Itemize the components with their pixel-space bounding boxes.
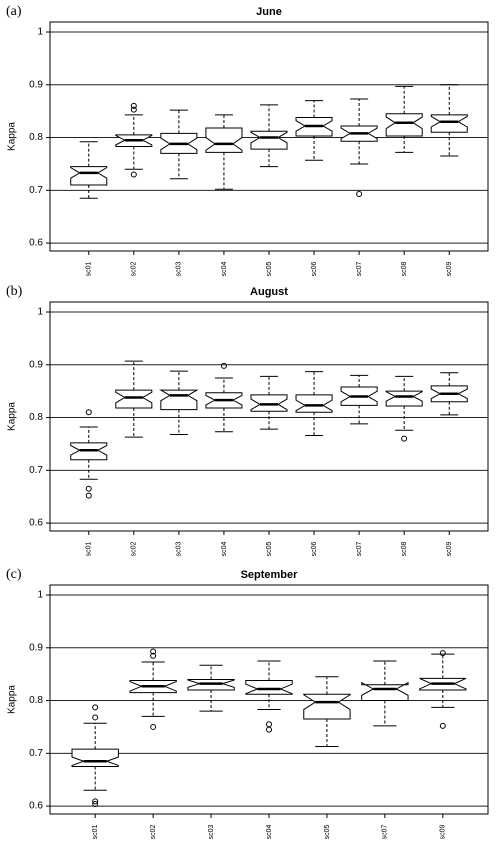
- x-tick-label: sc03: [176, 262, 183, 277]
- chart-title: June: [256, 6, 282, 18]
- x-tick-label: sc08: [401, 262, 408, 277]
- panel-label: (c): [6, 567, 22, 582]
- panel-label: (a): [6, 4, 22, 19]
- y-tick-label: 0.7: [29, 185, 43, 196]
- outlier: [130, 102, 137, 109]
- outlier: [439, 722, 446, 729]
- box: [385, 113, 423, 137]
- x-tick-label: sc05: [266, 542, 273, 557]
- x-tick-label: sc09: [446, 542, 453, 557]
- outlier: [266, 721, 272, 728]
- x-tick-label: sc01: [86, 262, 93, 277]
- box: [385, 390, 423, 407]
- outlier: [130, 106, 137, 113]
- chart-title: August: [250, 286, 288, 298]
- outlier: [150, 723, 157, 730]
- y-tick-label: 0.7: [29, 465, 43, 476]
- x-tick-label: sc04: [221, 262, 228, 277]
- y-tick-label: 0.8: [29, 412, 43, 423]
- x-tick-label: sc09: [446, 262, 453, 277]
- x-tick-label: sc09: [440, 825, 447, 840]
- box: [71, 748, 119, 768]
- x-tick-label: sc02: [150, 825, 157, 840]
- chart-title: September: [241, 569, 299, 581]
- box: [430, 114, 468, 133]
- outlier: [401, 435, 408, 442]
- box: [250, 130, 288, 150]
- x-tick-label: sc03: [208, 825, 215, 840]
- x-tick-label: sc05: [266, 262, 273, 277]
- outlier: [85, 409, 92, 416]
- outlier: [356, 191, 363, 198]
- y-tick-label: 1: [37, 307, 43, 318]
- box: [245, 680, 293, 695]
- y-tick-label: 0.9: [29, 79, 43, 90]
- x-tick-label: sc04: [266, 825, 273, 840]
- box: [295, 394, 333, 413]
- outlier: [439, 650, 446, 657]
- box: [159, 389, 199, 411]
- x-tick-label: sc06: [311, 262, 318, 277]
- y-tick-label: 1: [37, 590, 43, 601]
- x-tick-label: sc04: [221, 542, 228, 557]
- box: [303, 693, 351, 720]
- y-tick-label: 0.8: [29, 132, 43, 143]
- box: [361, 681, 409, 702]
- y-tick-label: 1: [37, 27, 43, 38]
- outlier: [266, 726, 272, 733]
- x-tick-label: sc06: [311, 542, 318, 557]
- outlier: [130, 171, 137, 178]
- outlier: [92, 800, 99, 807]
- y-tick-label: 0.6: [29, 801, 43, 812]
- x-tick-label: sc07: [356, 262, 363, 277]
- x-tick-label: sc08: [401, 542, 408, 557]
- panel-label: (b): [6, 284, 23, 299]
- outlier: [85, 485, 92, 492]
- x-tick-label: sc05: [324, 825, 331, 840]
- outlier: [150, 652, 157, 659]
- y-tick-label: 0.9: [29, 359, 43, 370]
- outlier: [92, 714, 99, 721]
- y-tick-label: 0.6: [29, 518, 43, 529]
- y-axis-label: Kappa: [7, 402, 18, 431]
- outlier: [92, 798, 99, 805]
- box: [115, 389, 153, 409]
- x-tick-label: sc02: [131, 262, 138, 277]
- x-tick-label: sc07: [382, 825, 389, 840]
- x-tick-label: sc07: [356, 542, 363, 557]
- outlier: [92, 704, 99, 711]
- y-axis-label: Kappa: [7, 685, 18, 714]
- box: [250, 394, 288, 412]
- y-tick-label: 0.6: [29, 238, 43, 249]
- outlier: [220, 362, 227, 369]
- x-tick-label: sc01: [92, 825, 99, 840]
- x-tick-label: sc02: [131, 542, 138, 557]
- x-tick-label: sc01: [86, 542, 93, 557]
- y-tick-label: 0.9: [29, 642, 43, 653]
- y-tick-label: 0.7: [29, 748, 43, 759]
- outlier: [85, 492, 92, 499]
- y-axis-label: Kappa: [7, 122, 18, 151]
- box: [205, 127, 243, 153]
- outlier: [150, 648, 157, 655]
- box: [70, 166, 108, 186]
- x-tick-label: sc03: [176, 542, 183, 557]
- y-tick-label: 0.8: [29, 695, 43, 706]
